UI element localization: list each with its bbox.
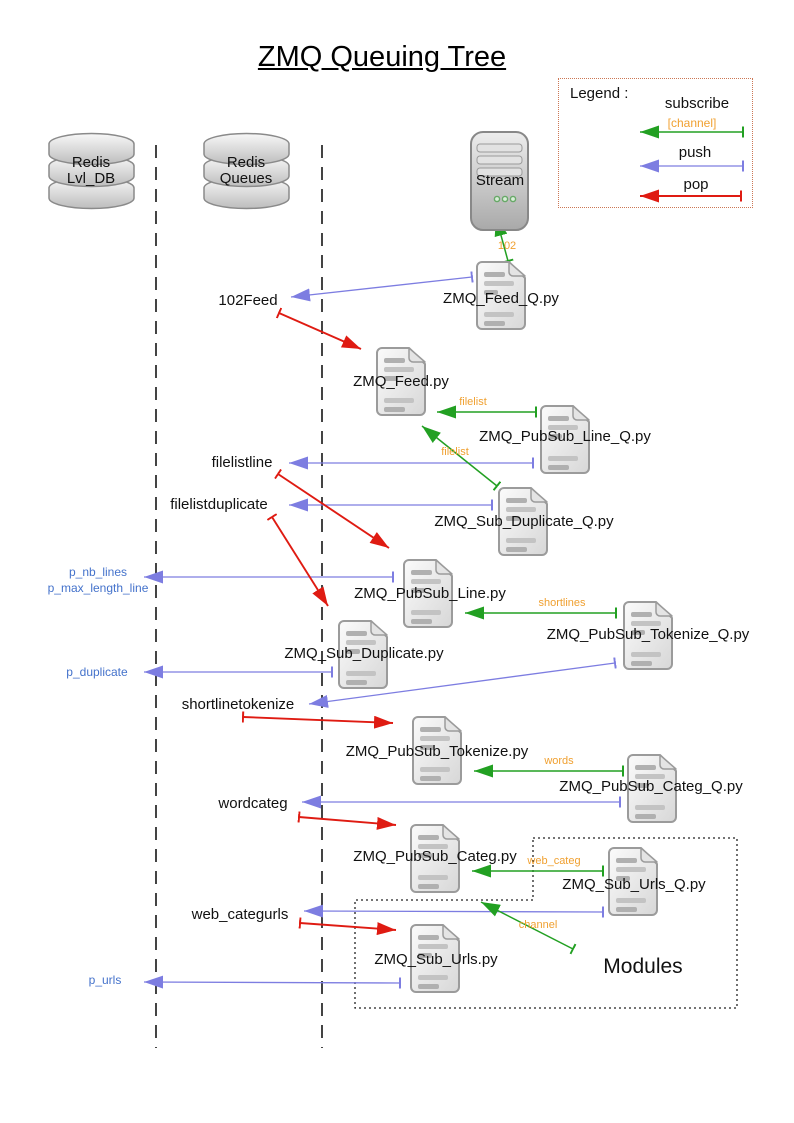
- script-label-zmq-sub-urls-q: ZMQ_Sub_Urls_Q.py: [562, 876, 706, 893]
- script-label-zmq-pubsub-categ-q: ZMQ_PubSub_Categ_Q.py: [559, 778, 743, 795]
- script-label-zmq-pubsub-tokenize-q: ZMQ_PubSub_Tokenize_Q.py: [546, 626, 750, 643]
- channel-label-web-categ: web_categ: [527, 855, 581, 867]
- pop-edge-shortlinetokenize-tokenize: [241, 711, 394, 729]
- param-label-p-nb-lines: p_nb_lines: [68, 565, 128, 579]
- script-label-zmq-sub-duplicate-q: ZMQ_Sub_Duplicate_Q.py: [434, 513, 614, 530]
- legend-pop-label: pop: [683, 176, 709, 193]
- push-edge-urls-purls: [143, 975, 402, 989]
- channel-label-words: words: [544, 755, 574, 767]
- subscribe-edge-modules-categ: [480, 901, 577, 955]
- pop-edge-filelistduplicate-dup: [266, 513, 329, 607]
- script-label-zmq-feed-q: ZMQ_Feed_Q.py: [443, 290, 559, 307]
- script-label-zmq-pubsub-line: ZMQ_PubSub_Line.py: [354, 585, 506, 602]
- queue-label-web-categurls: web_categurls: [191, 906, 289, 923]
- channel-label-102: 102: [497, 240, 517, 252]
- script-label-zmq-pubsub-categ: ZMQ_PubSub_Categ.py: [353, 848, 517, 865]
- script-label-zmq-sub-duplicate: ZMQ_Sub_Duplicate.py: [284, 645, 444, 662]
- page-title: ZMQ Queuing Tree: [257, 41, 507, 73]
- legend-channel-tag: [channel]: [667, 116, 717, 130]
- modules-region-border: [354, 837, 738, 1009]
- legend-subscribe-label: subscribe: [664, 95, 730, 112]
- pop-edge-102feed-feed: [275, 307, 362, 350]
- queue-label-wordcateg: wordcateg: [218, 795, 288, 812]
- modules-region-label: Modules: [603, 955, 683, 978]
- pop-edge-filelistline-line: [274, 468, 390, 549]
- queue-label-filelistline: filelistline: [211, 454, 273, 471]
- redis-queues-label: Redis Queues: [220, 155, 273, 187]
- push-edge-feedq-102feed: [290, 271, 474, 302]
- script-label-zmq-sub-urls: ZMQ_Sub_Urls.py: [374, 951, 498, 968]
- script-label-zmq-pubsub-tokenize: ZMQ_PubSub_Tokenize.py: [345, 743, 529, 760]
- channel-label-channel: channel: [518, 919, 558, 931]
- param-label-p-duplicate: p_duplicate: [66, 665, 128, 679]
- subscribe-edge-dupq-feed: [421, 425, 502, 491]
- redis-queues-line2: Queues: [219, 170, 273, 187]
- legend-box: [558, 78, 753, 208]
- stream-label: Stream: [475, 172, 525, 189]
- redis-lvl-db-label: Redis Lvl_DB: [67, 155, 115, 187]
- script-label-zmq-feed: ZMQ_Feed.py: [353, 373, 449, 390]
- push-edge-tokq-shortlinetokenize: [308, 657, 617, 708]
- push-edge-urlsq-webcategurls: [303, 904, 605, 918]
- param-label-p-urls: p_urls: [88, 973, 122, 987]
- channel-label-filelist-a: filelist: [459, 396, 487, 408]
- legend-push-label: push: [678, 144, 712, 161]
- script-label-zmq-pubsub-line-q: ZMQ_PubSub_Line_Q.py: [479, 428, 651, 445]
- queue-label-shortlinetokenize: shortlinetokenize: [181, 696, 295, 713]
- pop-edge-webcategurls-urls: [298, 917, 397, 936]
- redis-lvl-db-line1: Redis: [71, 154, 111, 171]
- channel-label-shortlines: shortlines: [538, 597, 586, 609]
- queue-label-102feed: 102Feed: [218, 292, 278, 309]
- redis-lvl-db-line2: Lvl_DB: [66, 170, 116, 187]
- pop-edge-wordcateg-categ: [297, 811, 397, 830]
- queue-label-filelistduplicate: filelistduplicate: [170, 496, 268, 513]
- redis-queues-line1: Redis: [226, 154, 266, 171]
- param-label-p-max-length-line: p_max_length_line: [47, 581, 149, 595]
- channel-label-filelist-b: filelist: [441, 446, 469, 458]
- legend-heading: Legend :: [570, 85, 629, 102]
